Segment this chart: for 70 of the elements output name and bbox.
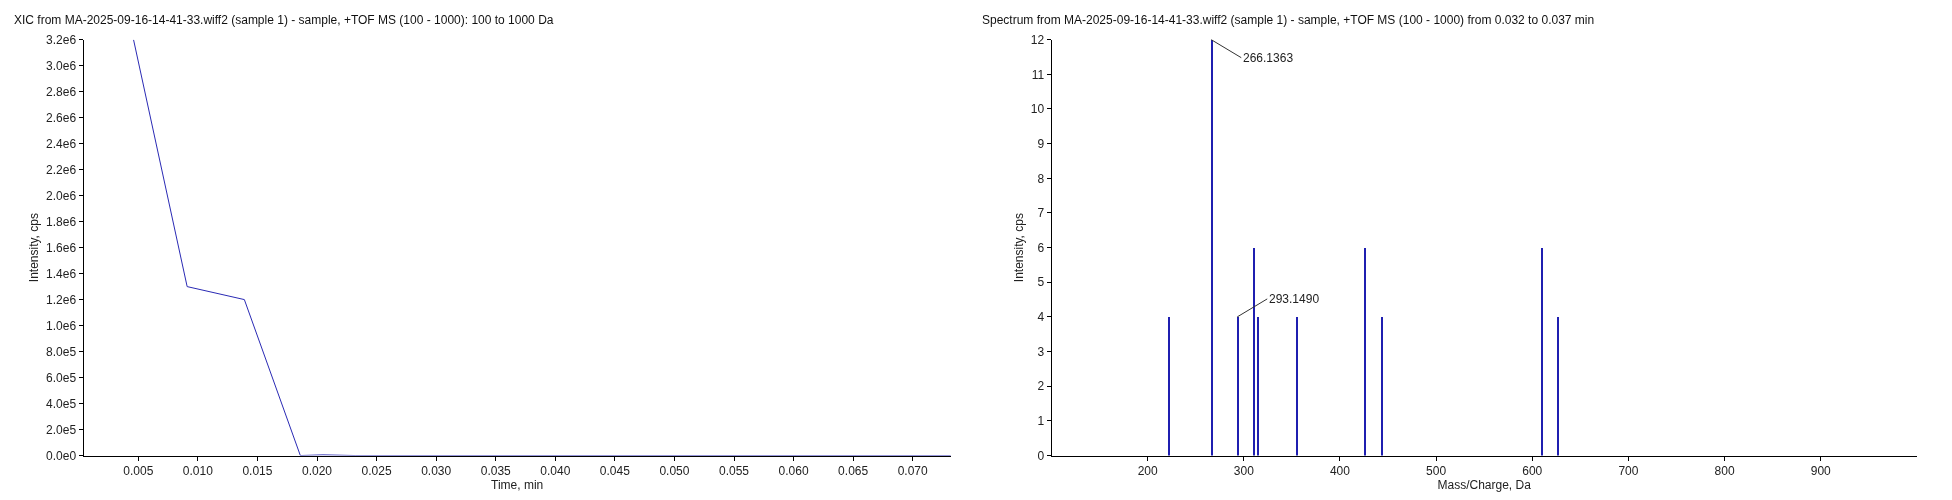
y-tick-label: 0.0e0 <box>46 448 77 463</box>
y-tick-label: 0 <box>1037 448 1045 463</box>
bar <box>1210 39 1213 456</box>
x-tick-label: 900 <box>1810 463 1832 478</box>
x-tick-label: 0.050 <box>659 463 690 478</box>
chart-title: XIC from MA-2025-09-16-14-41-33.wiff2 (sample 1) - sample, +TOF MS (100 - 1000): 100 to 1000 Da <box>14 13 554 27</box>
bar <box>1236 316 1239 456</box>
y-tick-label: 1.8e6 <box>46 214 77 229</box>
y-tick-label: 1.6e6 <box>46 240 77 255</box>
y-tick-label: 8 <box>1037 171 1045 186</box>
x-tick-label: 0.035 <box>480 463 512 478</box>
y-tick-label: 3 <box>1037 344 1045 359</box>
bar <box>1295 316 1298 456</box>
y-tick-label: 2.0e5 <box>46 422 77 437</box>
x-tick-label: 0.025 <box>361 463 392 478</box>
y-tick-label: 2.6e6 <box>46 110 77 125</box>
annotation: 266.1363 <box>1243 51 1294 65</box>
bar <box>1252 247 1255 456</box>
y-tick-label: 1.2e6 <box>46 292 77 307</box>
y-tick-label: 3.0e6 <box>46 58 77 73</box>
bar <box>1556 316 1559 456</box>
x-tick-label: 0.070 <box>897 463 929 478</box>
x-tick-label: 0.015 <box>242 463 273 478</box>
y-tick-label: 8.0e5 <box>46 344 77 359</box>
y-tick-label: 7 <box>1037 206 1045 221</box>
y-tick-label: 6 <box>1037 240 1045 255</box>
x-tick-label: 600 <box>1522 463 1543 478</box>
x-axis-title: Mass/Charge, Da <box>1437 477 1532 492</box>
x-tick-label: 0.005 <box>123 463 154 478</box>
x-tick-label: 800 <box>1714 463 1735 478</box>
y-tick-label: 2.0e6 <box>46 188 77 203</box>
bar <box>1167 316 1170 456</box>
y-tick-label: 2 <box>1037 379 1045 394</box>
y-tick-label: 9 <box>1037 136 1045 151</box>
x-tick-label: 0.010 <box>182 463 214 478</box>
x-tick-label: 0.055 <box>718 463 750 478</box>
y-tick-label: 2.2e6 <box>46 162 77 177</box>
bar <box>1380 316 1383 456</box>
y-tick-label: 5 <box>1037 275 1045 290</box>
y-tick-label: 12 <box>1030 32 1045 47</box>
y-tick-label: 11 <box>1031 67 1045 82</box>
y-tick-label: 4.0e5 <box>46 396 77 411</box>
x-tick-label: 300 <box>1233 463 1255 478</box>
x-tick-label: 500 <box>1426 463 1447 478</box>
y-tick-label: 1 <box>1037 414 1045 429</box>
y-tick-label: 2.4e6 <box>46 136 77 151</box>
x-tick-label: 0.065 <box>838 463 869 478</box>
bar <box>1540 247 1543 456</box>
y-tick-label: 1.4e6 <box>46 266 77 281</box>
x-tick-label: 200 <box>1137 463 1158 478</box>
x-tick-label: 0.040 <box>540 463 571 478</box>
x-tick-label: 0.045 <box>599 463 631 478</box>
x-tick-label: 0.060 <box>778 463 809 478</box>
x-tick-label: 0.020 <box>302 463 333 478</box>
chart-title: Spectrum from MA-2025-09-16-14-41-33.wiff2 (sample 1) - sample, +TOF MS (100 - 1000) from 0.032 to 0.037 min <box>982 13 1595 27</box>
x-tick-label: 0.030 <box>421 463 452 478</box>
x-tick-label: 700 <box>1618 463 1639 478</box>
y-tick-label: 1.0e6 <box>46 318 77 333</box>
bar <box>1256 316 1259 456</box>
y-tick-label: 6.0e5 <box>46 370 77 385</box>
x-axis-title: Time, min <box>491 477 544 492</box>
y-axis-title: Intensity, cps <box>27 213 42 283</box>
y-tick-label: 3.2e6 <box>46 32 77 47</box>
annotation: 293.1490 <box>1269 292 1320 306</box>
y-axis-title: Intensity, cps <box>1012 213 1027 283</box>
x-tick-label: 400 <box>1329 463 1351 478</box>
y-tick-label: 4 <box>1037 310 1045 325</box>
y-tick-label: 10 <box>1030 102 1045 117</box>
bar <box>1363 247 1366 456</box>
y-tick-label: 2.8e6 <box>46 84 77 99</box>
